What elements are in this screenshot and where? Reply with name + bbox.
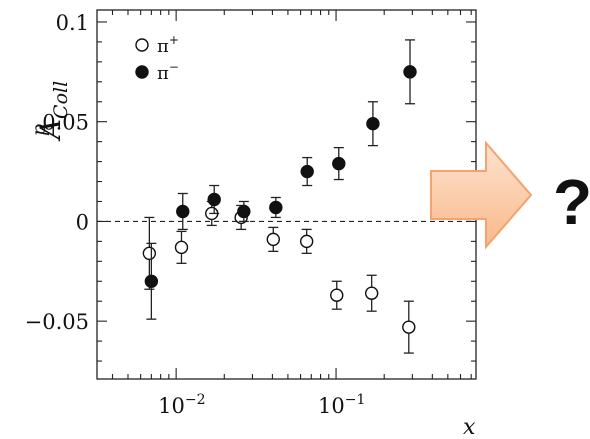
data-point	[403, 65, 417, 79]
right-arrow-icon	[430, 140, 533, 250]
legend-label-pi-plus: π+	[157, 33, 179, 57]
data-point	[300, 164, 314, 179]
data-point	[366, 116, 380, 131]
y-tick-label: 0.05	[42, 111, 89, 135]
data-point	[299, 234, 314, 249]
data-point	[237, 204, 251, 219]
legend-marker-pi-minus	[135, 65, 149, 79]
y-tick-label: −0.05	[25, 310, 89, 334]
y-axis-label: AColl p	[28, 81, 72, 142]
legend-label-pi-minus: π−	[157, 60, 179, 84]
legend-marker-pi-plus	[135, 38, 149, 52]
legend: π+ π−	[135, 33, 179, 84]
data-point	[176, 204, 190, 219]
data-point	[332, 156, 346, 171]
question-mark: ?	[553, 166, 590, 238]
svg-text:AColl: AColl	[34, 81, 72, 142]
data-point	[207, 192, 221, 207]
y-tick-labels: 0.1 0.05 0 −0.05	[25, 11, 89, 334]
series-pi-minus	[144, 39, 417, 320]
x-axis-label: x	[463, 415, 476, 439]
data-point	[269, 200, 283, 215]
y-axis-label-main: A	[34, 119, 67, 142]
data-point	[144, 274, 159, 288]
data-point	[142, 246, 157, 261]
data-series	[142, 39, 417, 354]
x-tick-labels: 10−2 10−1	[158, 392, 365, 418]
data-point	[402, 320, 416, 334]
y-tick-label: 0	[76, 210, 89, 234]
data-point	[266, 232, 280, 247]
data-point	[330, 288, 344, 302]
y-tick-label: 0.1	[56, 11, 89, 35]
x-tick-label: 10−2	[158, 392, 205, 418]
data-point	[364, 286, 379, 300]
axis-ticks	[97, 10, 476, 379]
y-axis-label-sup: p	[28, 124, 50, 136]
data-point	[174, 240, 189, 255]
x-tick-label: 10−1	[318, 392, 365, 418]
series-pi-plus	[142, 200, 416, 354]
plot-frame	[96, 9, 477, 380]
y-axis-label-sub: Coll	[50, 81, 72, 119]
